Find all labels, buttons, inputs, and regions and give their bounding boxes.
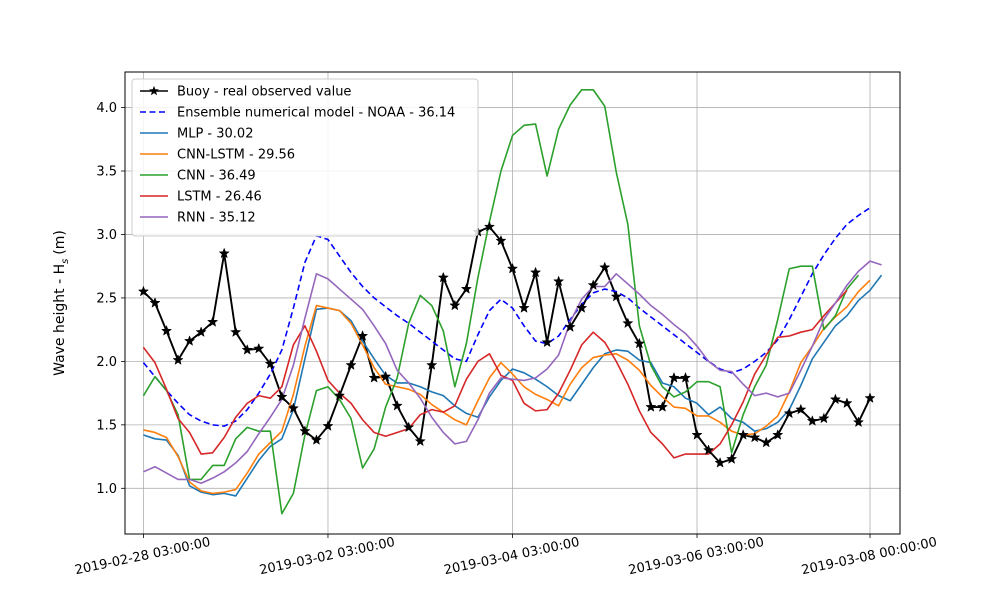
legend-label: Buoy - real observed value — [177, 85, 351, 100]
buoy-point — [587, 279, 599, 291]
buoy-point — [495, 234, 507, 246]
buoy-point — [391, 399, 403, 411]
legend-marker — [149, 85, 159, 96]
buoy-point — [183, 335, 196, 346]
buoy-point — [230, 326, 242, 337]
buoy-point — [449, 299, 461, 311]
buoy-point — [333, 389, 346, 401]
buoy-point — [529, 266, 542, 278]
buoy-point — [160, 325, 173, 336]
buoy-point — [737, 429, 749, 440]
buoy-point — [633, 337, 645, 349]
buoy-point — [772, 429, 784, 440]
x-tick-label: 2019-03-06 03:00:00 — [627, 535, 765, 578]
buoy-point — [380, 370, 392, 382]
legend-box — [131, 78, 479, 237]
buoy-point — [622, 317, 634, 329]
buoy-point — [841, 397, 853, 409]
buoy-point — [322, 420, 334, 431]
buoy-point — [852, 416, 865, 428]
buoy-point — [264, 358, 276, 369]
buoy-point — [829, 393, 842, 405]
series-lines — [142, 88, 883, 515]
legend-label: RNN - 35.12 — [177, 211, 256, 226]
series-line-0 — [142, 225, 871, 464]
series-line-5 — [142, 289, 848, 459]
buoy-point — [806, 415, 818, 426]
x-tick-label: 2019-03-02 03:00:00 — [258, 535, 396, 578]
buoy-point — [137, 285, 150, 297]
buoy-point — [195, 326, 207, 337]
buoy-point — [345, 359, 357, 370]
buoy-point — [276, 391, 288, 402]
buoy-point — [541, 336, 553, 348]
buoy-point — [714, 457, 726, 468]
buoy-point — [749, 431, 761, 443]
buoy-point — [702, 444, 715, 456]
buoy-point — [241, 344, 253, 355]
y-tick-label: 2.5 — [96, 291, 117, 306]
series-line-4 — [142, 88, 860, 515]
buoy-point — [310, 434, 323, 445]
y-tick-label: 4.0 — [96, 101, 117, 116]
buoy-point — [864, 392, 876, 403]
buoy-point — [564, 321, 576, 332]
legend-label: MLP - 30.02 — [177, 127, 253, 142]
x-tick-label: 2019-02-28 03:00:00 — [74, 535, 212, 578]
buoy-point — [553, 275, 565, 287]
y-axis-label: Wave height - Hs(m) — [52, 230, 71, 376]
buoy-point — [760, 436, 772, 448]
buoy-point — [656, 401, 669, 412]
x-tick-label: 2019-03-04 03:00:00 — [443, 535, 581, 578]
buoy-point — [218, 247, 230, 259]
buoy-point — [299, 425, 311, 436]
buoy-point — [287, 402, 299, 414]
buoy-point — [726, 453, 738, 464]
x-axis-ticks: 2019-02-28 03:00:00 2019-03-02 03:00:00 20… — [74, 534, 938, 578]
x-tick-label: 2019-03-08 00:00:00 — [800, 535, 938, 578]
buoy-point — [207, 316, 219, 327]
legend-label: CNN-LSTM - 29.56 — [177, 148, 295, 163]
buoy-point — [437, 271, 449, 283]
series-line-3 — [143, 279, 871, 495]
buoy-point — [460, 283, 472, 294]
buoy-point — [679, 371, 692, 383]
legend-label: Ensemble numerical model - NOAA - 36.14 — [177, 106, 455, 121]
buoy-point — [414, 435, 426, 447]
y-tick-label: 2.0 — [96, 355, 117, 370]
buoy-point — [368, 371, 380, 383]
legend-label: LSTM - 26.46 — [177, 190, 262, 205]
buoy-point — [172, 354, 184, 365]
buoy-point — [518, 302, 530, 313]
buoy-point — [795, 403, 807, 415]
buoy-point — [645, 401, 657, 412]
buoy-point — [783, 407, 795, 419]
legend: Buoy - real observed value Ensemble numer… — [131, 78, 479, 237]
buoy-point — [483, 220, 496, 232]
buoy-point — [599, 261, 611, 273]
buoy-point — [403, 421, 415, 433]
buoy-point — [691, 429, 703, 440]
y-tick-label: 3.5 — [96, 165, 117, 180]
y-tick-label: 1.5 — [96, 418, 117, 433]
buoy-point — [149, 297, 161, 308]
buoy-point — [426, 359, 438, 370]
series-line-6 — [143, 260, 882, 485]
buoy-point — [356, 330, 369, 341]
y-tick-label: 3.0 — [96, 228, 117, 243]
buoy-point — [610, 290, 622, 302]
buoy-point — [576, 302, 588, 313]
y-tick-label: 1.0 — [96, 482, 117, 497]
buoy-point — [668, 371, 680, 383]
buoy-markers — [137, 220, 876, 468]
y-axis-ticks: 1.0 1.5 2.0 2.5 3.0 3.5 4.0 — [96, 101, 125, 497]
buoy-point — [818, 412, 830, 424]
series-line-1 — [142, 207, 871, 427]
buoy-point — [253, 342, 265, 354]
legend-label: CNN - 36.49 — [177, 169, 256, 184]
buoy-point — [506, 262, 519, 274]
